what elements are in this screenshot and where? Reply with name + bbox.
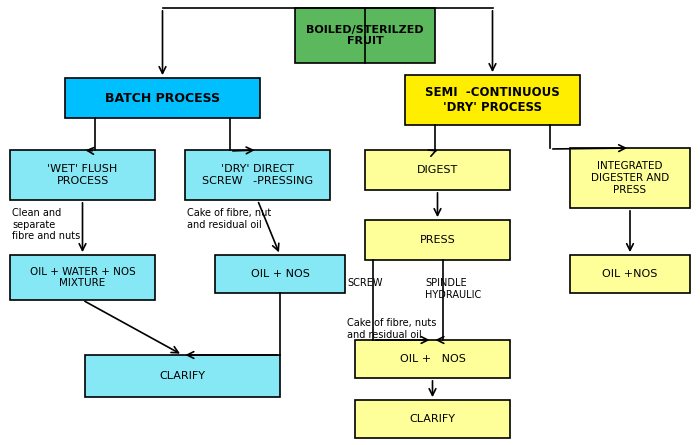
FancyBboxPatch shape bbox=[355, 340, 510, 378]
Text: Clean and
separate
fibre and nuts: Clean and separate fibre and nuts bbox=[12, 208, 81, 241]
FancyBboxPatch shape bbox=[365, 150, 510, 190]
Text: OIL +NOS: OIL +NOS bbox=[602, 269, 658, 279]
FancyBboxPatch shape bbox=[405, 75, 580, 125]
FancyBboxPatch shape bbox=[570, 255, 690, 293]
Text: SPINDLE
HYDRAULIC: SPINDLE HYDRAULIC bbox=[425, 278, 482, 299]
Text: SCREW: SCREW bbox=[347, 278, 382, 288]
Text: OIL +   NOS: OIL + NOS bbox=[400, 354, 466, 364]
FancyBboxPatch shape bbox=[365, 220, 510, 260]
FancyBboxPatch shape bbox=[215, 255, 345, 293]
Text: Cake of fibre, nuts
and residual oil: Cake of fibre, nuts and residual oil bbox=[347, 318, 436, 340]
Text: OIL + NOS: OIL + NOS bbox=[251, 269, 309, 279]
FancyBboxPatch shape bbox=[10, 255, 155, 300]
Text: Cake of fibre, nut
and residual oil: Cake of fibre, nut and residual oil bbox=[187, 208, 272, 230]
Text: BATCH PROCESS: BATCH PROCESS bbox=[105, 92, 220, 105]
FancyBboxPatch shape bbox=[10, 150, 155, 200]
Text: 'WET' FLUSH
PROCESS: 'WET' FLUSH PROCESS bbox=[48, 164, 118, 186]
FancyBboxPatch shape bbox=[355, 400, 510, 438]
Text: PRESS: PRESS bbox=[419, 235, 456, 245]
FancyBboxPatch shape bbox=[295, 8, 435, 63]
Text: CLARIFY: CLARIFY bbox=[160, 371, 206, 381]
Text: OIL + WATER + NOS
MIXTURE: OIL + WATER + NOS MIXTURE bbox=[29, 267, 135, 288]
FancyBboxPatch shape bbox=[570, 148, 690, 208]
Text: SEMI  -CONTINUOUS
'DRY' PROCESS: SEMI -CONTINUOUS 'DRY' PROCESS bbox=[425, 86, 560, 114]
FancyBboxPatch shape bbox=[185, 150, 330, 200]
FancyBboxPatch shape bbox=[65, 78, 260, 118]
Text: INTEGRATED
DIGESTER AND
PRESS: INTEGRATED DIGESTER AND PRESS bbox=[591, 162, 669, 194]
Text: 'DRY' DIRECT
SCREW   -PRESSING: 'DRY' DIRECT SCREW -PRESSING bbox=[202, 164, 313, 186]
Text: CLARIFY: CLARIFY bbox=[410, 414, 456, 424]
Text: DIGEST: DIGEST bbox=[417, 165, 458, 175]
Text: BOILED/STERILZED
FRUIT: BOILED/STERILZED FRUIT bbox=[306, 25, 424, 46]
FancyBboxPatch shape bbox=[85, 355, 280, 397]
